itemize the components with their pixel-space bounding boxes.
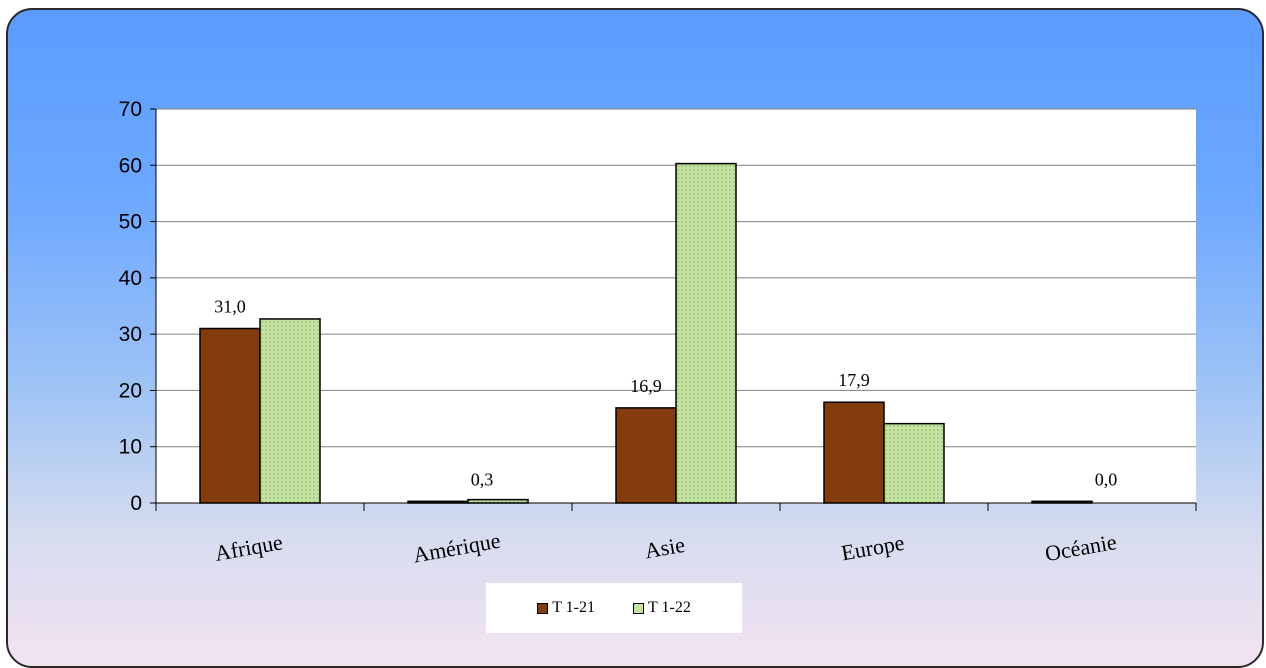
y-tick-label: 70 — [119, 98, 142, 121]
x-tick-label: Océanie — [1043, 529, 1118, 566]
y-tick-label: 50 — [119, 211, 142, 234]
x-tick-label: Europe — [839, 530, 906, 566]
legend-item-series-2: T 1-22 — [633, 599, 691, 617]
data-label: 16,9 — [630, 376, 662, 396]
bar-series-2 — [675, 162, 737, 504]
data-label: 0,3 — [471, 469, 494, 489]
legend-swatch-series-2 — [633, 602, 644, 614]
y-tick-label: 60 — [119, 154, 142, 177]
bar-series-1 — [199, 327, 261, 504]
bar-series-2 — [259, 318, 321, 504]
legend-item-series-1: T 1-21 — [537, 599, 595, 617]
legend-swatch-series-1 — [537, 602, 549, 614]
data-label: 31,0 — [214, 297, 246, 317]
chart-legend: T 1-21 T 1-22 — [486, 583, 742, 633]
x-tick-label: Afrique — [213, 529, 285, 566]
data-label: 0,0 — [1095, 469, 1118, 489]
y-tick-label: 20 — [119, 379, 142, 402]
bar-series-2 — [883, 422, 945, 504]
legend-label-series-2: T 1-22 — [648, 599, 691, 616]
bar-series-1 — [823, 401, 885, 504]
x-tick-label: Amérique — [411, 528, 502, 568]
data-label: 17,9 — [838, 370, 870, 390]
x-tick-label: Asie — [643, 532, 687, 564]
legend-label-series-1: T 1-21 — [552, 599, 595, 616]
y-tick-label: 0 — [130, 492, 142, 515]
bar-series-2 — [467, 498, 529, 504]
y-tick-label: 10 — [119, 436, 142, 459]
bar-chart: 0 10 20 30 40 50 60 70 31,0 Afrique 0,3 Amérique 16… — [119, 98, 1197, 568]
y-tick-label: 30 — [119, 323, 142, 346]
y-tick-label: 40 — [119, 267, 142, 290]
bar-series-1 — [615, 407, 677, 504]
